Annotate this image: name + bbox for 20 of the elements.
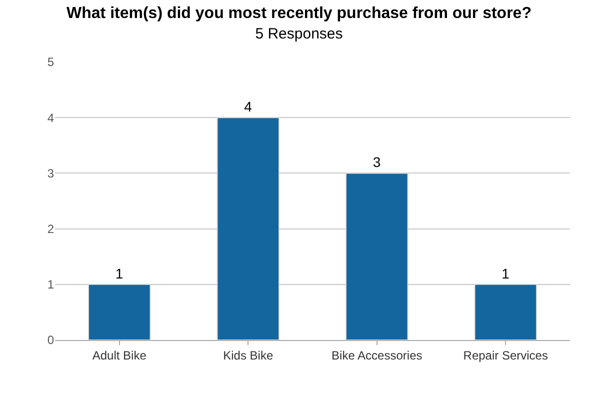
data-label: 1: [502, 265, 510, 282]
chart-subtitle: 5 Responses: [255, 26, 343, 43]
y-tick-label: 0: [47, 333, 54, 348]
data-label: 1: [115, 265, 124, 282]
y-tick-label: 3: [47, 166, 54, 180]
data-label: 3: [372, 154, 381, 170]
bar: [345, 172, 408, 340]
data-label: 4: [244, 98, 252, 115]
x-tick-label: Kids Bike: [223, 348, 274, 362]
x-tick-label: Bike Accessories: [332, 348, 422, 362]
chart-title: What item(s) did you most recently purchase from our store?: [66, 4, 532, 22]
x-tick-label: Repair Services: [463, 348, 548, 362]
y-tick-label: 5: [47, 55, 54, 70]
y-tick-label: 4: [47, 110, 54, 125]
y-tick-label: 2: [47, 222, 54, 236]
bar: [474, 284, 538, 340]
y-tick-label: 1: [47, 278, 54, 292]
bar: [88, 284, 151, 340]
bar: [216, 117, 280, 340]
x-tick-label: Adult Bike: [92, 348, 147, 362]
